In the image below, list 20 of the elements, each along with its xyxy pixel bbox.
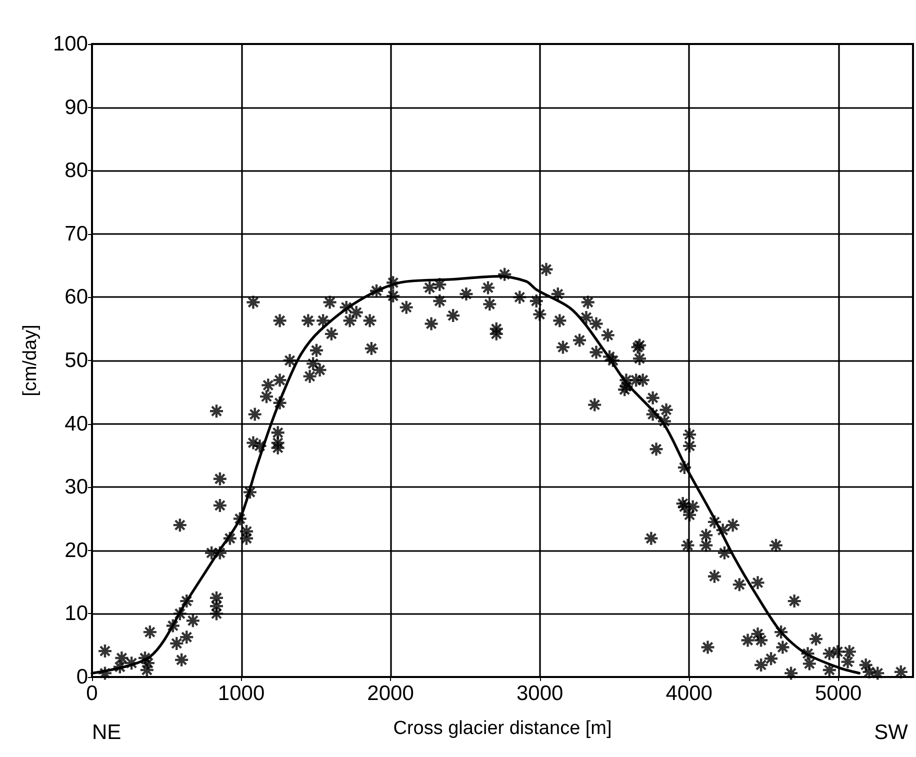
x-tick-label: 3000 [516,682,564,705]
y-tick-label: 70 [64,222,88,246]
y-tick-label: 80 [64,159,88,182]
x-tick-label: 2000 [367,682,414,705]
y-tick-label: 0 [76,666,88,688]
y-tick-label: 50 [64,349,88,372]
x-tick-label: 1000 [218,682,265,705]
y-tick-label: 40 [64,412,88,436]
y-tick-label: 90 [64,96,88,119]
y-tick-label: 60 [64,286,88,309]
text: NE [92,721,122,744]
x-tick-label: 4000 [666,682,712,705]
text: SW [874,721,908,744]
y-tick-label: 20 [64,538,88,562]
y-tick-label: 10 [64,602,88,626]
x-axis-title: Cross glacier distance [m] [393,718,612,739]
y-tick-label: 30 [64,476,88,499]
y-tick-label: 100 [52,32,88,56]
x-tick-label: 5000 [815,682,862,705]
y-axis-title: [cm/day] [20,324,41,396]
